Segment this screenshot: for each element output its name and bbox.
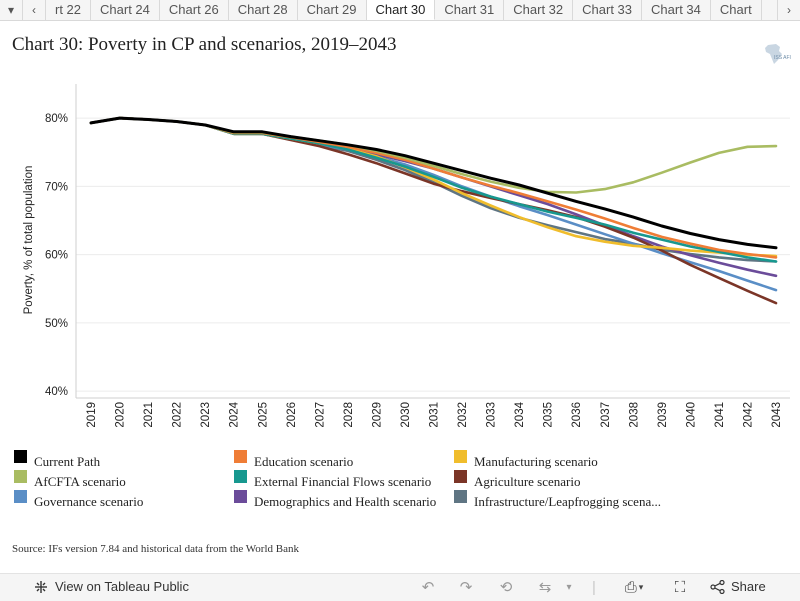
legend-label: Education scenario [254,454,354,469]
iss-logo: ISS AFI [765,44,791,64]
legend-swatch [14,470,27,483]
tab-chart-29[interactable]: Chart 29 [298,0,367,20]
x-tick-label: 2037 [600,402,612,428]
view-on-tableau-label: View on Tableau Public [55,579,189,594]
x-tick-label: 2026 [286,402,298,428]
legend: Current Path Education scenario Manufactur… [14,450,794,526]
x-tick-label: 2027 [314,402,326,428]
y-tick-label: 80% [45,113,68,125]
x-tick-label: 2034 [514,401,526,427]
legend-label: Agriculture scenario [474,474,581,489]
x-tick-label: 2033 [486,402,498,428]
share-button[interactable]: Share [710,579,766,594]
chevron-right-icon[interactable]: › [777,0,800,20]
tab-chart-30[interactable]: Chart 30 [366,0,436,20]
x-tick-label: 2023 [200,402,212,428]
refresh-icon[interactable]: ⇆ [538,579,552,596]
share-label: Share [731,579,766,594]
chevron-down-icon[interactable]: ▾ [566,581,572,593]
series-lines [89,116,778,305]
source-note: Source: IFs version 7.84 and historical … [12,543,299,555]
x-tick-label: 2039 [657,402,669,428]
x-tick-label: 2028 [343,402,355,428]
legend-swatch [234,490,247,503]
series-line-manufacturing-scenario[interactable] [89,116,778,258]
y-tick-label: 70% [45,181,68,193]
x-tick-label: 2036 [571,402,583,428]
tab-chart-next[interactable]: Chart [711,0,762,20]
x-tick-label: 2040 [685,402,697,428]
series-line-education-scenario[interactable] [89,116,778,259]
legend-swatch [234,470,247,483]
x-tick-label: 2041 [714,402,726,428]
x-tick-labels: 2019 2020 2021 2022 2023 2024 2025 2026 2027 2028… [86,401,783,427]
tab-chart-33[interactable]: Chart 33 [573,0,643,20]
tableau-logo-icon [35,580,47,593]
legend-label: Current Path [34,454,101,469]
x-tick-label: 2020 [115,402,127,428]
tableau-toolbar: View on Tableau Public ↶ ↷ ⟲ ⇆ ▾ | ⎙ ▾ ⛶ … [0,573,800,601]
legend-swatch [14,450,27,463]
tab-chart-32[interactable]: Chart 32 [504,0,574,20]
share-icon [710,579,725,594]
x-tick-label: 2042 [742,402,754,428]
x-tick-label: 2030 [400,402,412,428]
line-chart: 40% 50% 60% 70% 80% 2019 2020 2021 2022 2023 2024… [23,84,790,428]
chevron-left-icon[interactable]: ‹ [23,0,46,20]
legend-label: Governance scenario [34,494,144,509]
y-tick-label: 40% [45,386,68,398]
tab-chart-28[interactable]: Chart 28 [229,0,298,20]
legend-label: Demographics and Health scenario [254,494,437,509]
legend-label: Manufacturing scenario [474,454,598,469]
x-tick-label: 2029 [371,402,383,428]
x-tick-label: 2019 [86,402,98,428]
legend-swatch [454,490,467,503]
legend-label: External Financial Flows scenario [254,474,432,489]
series-line-governance-scenario[interactable] [89,116,778,292]
tab-chart-22[interactable]: rt 22 [46,0,92,20]
logo-text: ISS AFI [774,55,791,61]
y-tick-label: 50% [45,318,68,330]
tab-chart-31[interactable]: Chart 31 [435,0,505,20]
redo-icon[interactable]: ↷ [459,579,473,596]
y-tick-labels: 40% 50% 60% 70% 80% [45,113,68,398]
x-tick-label: 2032 [457,402,469,428]
series-line-current-path[interactable] [89,116,778,250]
x-tick-label: 2031 [429,402,441,428]
view-on-tableau-link[interactable]: View on Tableau Public [34,579,189,594]
legend-swatch [454,450,467,463]
legend-label: AfCFTA scenario [34,474,126,489]
series-line-agriculture-scenario[interactable] [89,116,778,305]
fullscreen-icon[interactable]: ⛶ [674,578,686,596]
x-tick-label: 2025 [257,402,269,428]
tab-list: rt 22 Chart 24 Chart 26 Chart 28 Chart 29 Cha… [46,0,777,20]
y-tick-label: 60% [45,250,68,262]
download-icon[interactable]: ⎙ ▾ [624,578,644,596]
tab-chart-24[interactable]: Chart 24 [91,0,160,20]
x-tick-label: 2043 [771,402,783,428]
chart-title: Chart 30: Poverty in CP and scenarios, 2… [12,34,397,55]
legend-label: Infrastructure/Leapfrogging scena... [474,494,661,509]
x-tick-label: 2035 [543,402,555,428]
sheet-tab-bar: ▾ ‹ rt 22 Chart 24 Chart 26 Chart 28 Chart 2… [0,0,800,21]
caret-down-icon[interactable]: ▾ [0,0,23,20]
tab-chart-34[interactable]: Chart 34 [642,0,711,20]
x-tick-label: 2024 [229,401,241,427]
legend-swatch [454,470,467,483]
y-axis-label: Poverty, % of total population [23,166,35,315]
undo-icon[interactable]: ↶ [421,579,435,596]
toolbar-divider: | [592,578,596,596]
legend-swatch [14,490,27,503]
revert-icon[interactable]: ⟲ [499,579,513,596]
gridlines [76,117,790,392]
x-tick-label: 2022 [172,402,184,428]
x-tick-label: 2021 [143,402,155,428]
legend-swatch [234,450,247,463]
x-tick-label: 2038 [628,402,640,428]
tab-chart-26[interactable]: Chart 26 [160,0,229,20]
